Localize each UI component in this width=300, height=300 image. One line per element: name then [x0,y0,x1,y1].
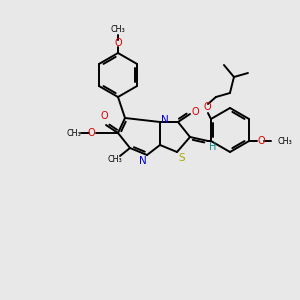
Text: CH₃: CH₃ [277,136,292,146]
Text: CH₃: CH₃ [67,128,81,137]
Text: N: N [139,156,147,166]
Text: CH₃: CH₃ [108,155,122,164]
Text: O: O [257,136,265,146]
Text: N: N [161,115,169,125]
Text: O: O [203,102,211,112]
Text: S: S [179,153,185,163]
Text: O: O [191,107,199,117]
Text: H: H [209,142,217,152]
Text: CH₃: CH₃ [111,26,125,34]
Text: O: O [100,111,108,121]
Text: O: O [87,128,95,138]
Text: O: O [114,38,122,48]
